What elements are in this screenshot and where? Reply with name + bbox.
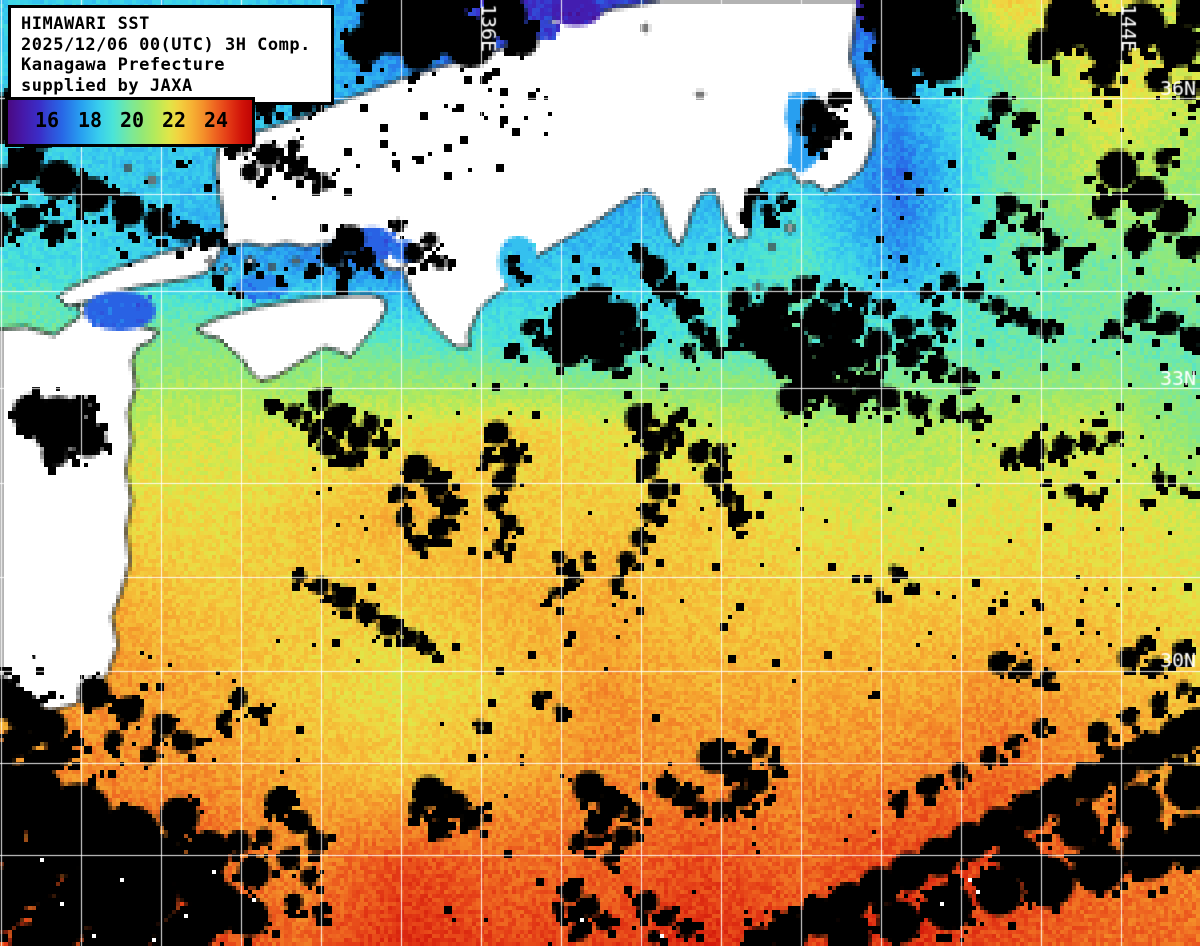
- sst-colorbar: 16 18 20 22 24: [5, 97, 255, 147]
- credit-line: supplied by JAXA: [21, 75, 193, 96]
- colorbar-tick-24: 24: [203, 108, 229, 132]
- colorbar-tick-22: 22: [161, 108, 187, 132]
- colorbar-tick-18: 18: [77, 108, 103, 132]
- product-title: HIMAWARI SST: [21, 14, 150, 34]
- region-line: Kanagawa Prefecture: [21, 55, 225, 75]
- colorbar-tick-20: 20: [119, 108, 145, 132]
- datetime-line: 2025/12/06 00(UTC) 3H Comp.: [21, 34, 311, 55]
- colorbar-tick-16: 16: [34, 108, 60, 132]
- title-box: HIMAWARI SST 2025/12/06 00(UTC) 3H Comp.…: [8, 5, 334, 105]
